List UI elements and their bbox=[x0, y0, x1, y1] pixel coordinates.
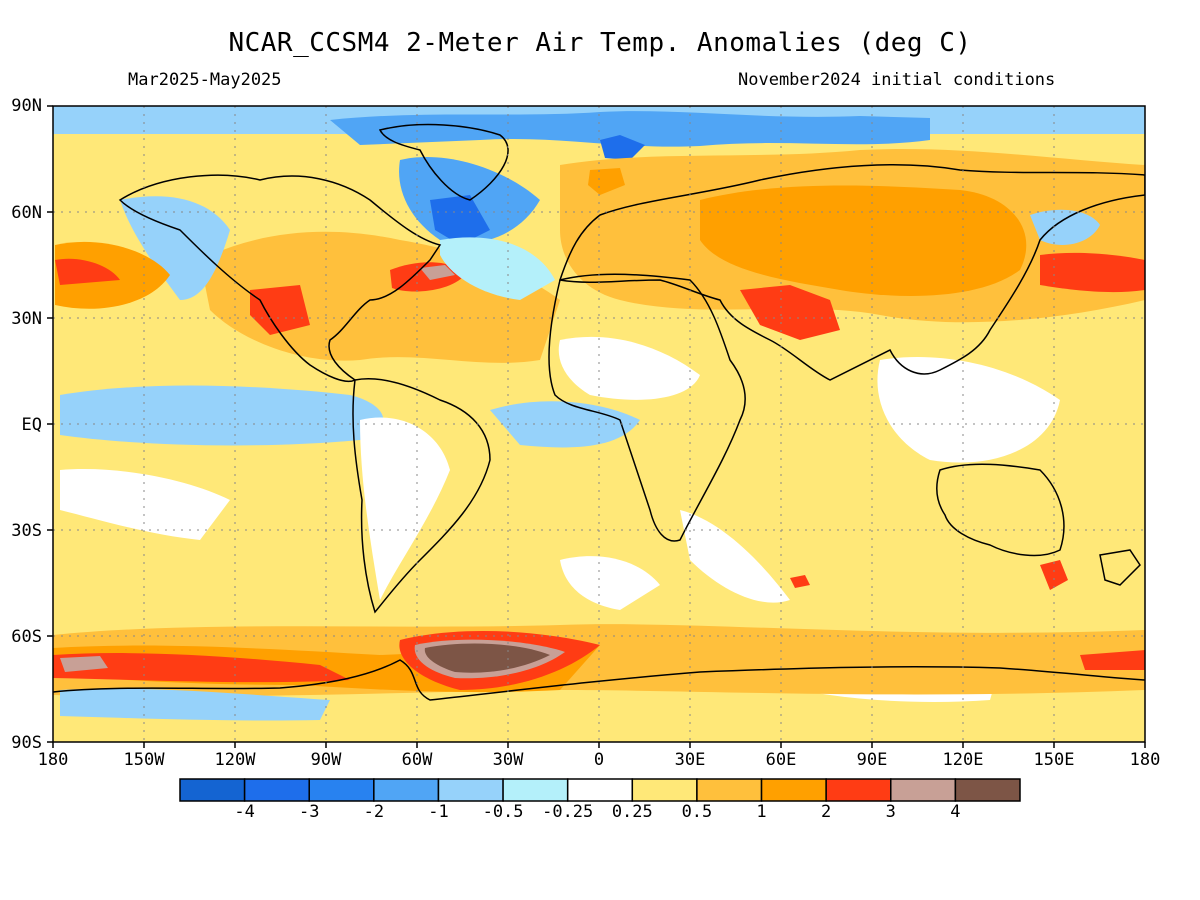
south-atlantic-neutral bbox=[560, 556, 660, 610]
amundsen-cool bbox=[60, 688, 330, 721]
lon-label-60w: 60W bbox=[401, 750, 433, 770]
lon-label-150w: 150W bbox=[123, 750, 165, 770]
colorbar-tick-label: 2 bbox=[821, 802, 832, 822]
central-asia-warm bbox=[700, 185, 1027, 296]
ross-sea-hot bbox=[53, 653, 350, 683]
south-america-coast bbox=[352, 377, 491, 614]
colorbar-swatch bbox=[890, 778, 957, 802]
grid-lines bbox=[53, 106, 1145, 742]
lat-label-eq: EQ bbox=[21, 415, 42, 435]
colorbar-swatch bbox=[502, 778, 569, 802]
south-indian-neutral bbox=[680, 510, 790, 603]
weddell-peak bbox=[424, 643, 550, 673]
initial-conditions: November2024 initial conditions bbox=[738, 70, 1056, 90]
colorbar-tick-label: -0.5 bbox=[482, 802, 524, 822]
lat-label-90s: 90S bbox=[11, 733, 42, 753]
lon-label-90w: 90W bbox=[310, 750, 342, 770]
lat-label-90n: 90N bbox=[11, 96, 42, 116]
colorbar-tick-label: 0.25 bbox=[611, 802, 653, 822]
mid-atlantic-cool bbox=[440, 237, 555, 300]
south-pacific-neutral bbox=[60, 469, 230, 540]
iceland-warm bbox=[588, 168, 625, 195]
colorbar-tick-label: -2 bbox=[363, 802, 385, 822]
colorbar-tick-label: -3 bbox=[298, 802, 320, 822]
antarctica-coast bbox=[53, 659, 1145, 701]
mexico-hot bbox=[250, 285, 310, 335]
north-pacific-hot bbox=[55, 258, 120, 285]
lon-label-90e: 90E bbox=[856, 750, 888, 770]
colorbar-tick-label: 1 bbox=[756, 802, 767, 822]
lon-label-0: 0 bbox=[593, 750, 605, 770]
eurasia-coast bbox=[559, 164, 1145, 381]
gulfstream-peak bbox=[420, 265, 455, 280]
labrador-core bbox=[430, 195, 490, 245]
lat-label-30n: 30N bbox=[11, 309, 42, 329]
valid-period: Mar2025-May2025 bbox=[128, 70, 282, 90]
okhotsk-cool bbox=[1030, 209, 1100, 245]
colorbar-tick-label: -0.25 bbox=[542, 802, 594, 822]
colorbar-swatch bbox=[631, 778, 698, 802]
tibet-hot bbox=[740, 285, 840, 340]
colorbar-tick-label: 4 bbox=[950, 802, 961, 822]
lon-label-120e: 120E bbox=[942, 750, 984, 770]
colorbar-tick-label: -1 bbox=[428, 802, 449, 822]
colorbar-tick-label: 0.5 bbox=[681, 802, 713, 822]
new-zealand-coast bbox=[1099, 549, 1141, 586]
colorbar-swatch bbox=[696, 778, 763, 802]
lon-label-60e: 60E bbox=[765, 750, 797, 770]
colorbar-swatch bbox=[373, 778, 440, 802]
coastlines bbox=[53, 123, 1145, 701]
south-america-neutral bbox=[360, 417, 450, 600]
colorbar-swatch bbox=[566, 778, 634, 802]
arctic-cold-core bbox=[330, 111, 930, 147]
lon-label-30w: 30W bbox=[492, 750, 524, 770]
barents-cold-spot bbox=[600, 135, 645, 160]
colorbar-swatch bbox=[825, 778, 892, 802]
colorbar-swatch bbox=[760, 778, 827, 802]
colorbar-swatch bbox=[308, 778, 375, 802]
map-title: NCAR_CCSM4 2-Meter Air Temp. Anomalies (… bbox=[228, 28, 972, 58]
north-america-coast bbox=[118, 174, 442, 382]
colorbar bbox=[179, 778, 1021, 802]
colorbar-tick-label: -4 bbox=[234, 802, 255, 822]
lon-label-180w: 180 bbox=[37, 750, 69, 770]
lon-label-30e: 30E bbox=[674, 750, 706, 770]
colorbar-swatch bbox=[954, 778, 1021, 802]
africa-coast bbox=[548, 273, 746, 542]
gulf-alaska-cool bbox=[120, 196, 230, 300]
lat-label-60s: 60S bbox=[11, 627, 42, 647]
lat-label-30s: 30S bbox=[11, 521, 42, 541]
east-pacific-cool bbox=[60, 385, 384, 446]
south-indian-hot bbox=[790, 575, 810, 588]
tasman-hot bbox=[1040, 560, 1068, 590]
colorbar-swatch bbox=[243, 778, 310, 802]
ross-peak bbox=[60, 656, 108, 672]
lon-label-180e: 180 bbox=[1129, 750, 1161, 770]
axis-ticks bbox=[47, 105, 1146, 748]
sahel-neutral bbox=[558, 336, 700, 400]
lon-label-120w: 120W bbox=[214, 750, 256, 770]
australia-coast bbox=[935, 463, 1065, 557]
lat-label-60n: 60N bbox=[11, 203, 42, 223]
east-antarctic-hot bbox=[1080, 650, 1145, 670]
maritime-continent-neutral bbox=[877, 356, 1060, 463]
colorbar-tick-label: 3 bbox=[885, 802, 896, 822]
greenland-coast bbox=[378, 123, 509, 201]
nw-pacific-hot bbox=[1040, 252, 1145, 293]
lon-label-150e: 150E bbox=[1033, 750, 1075, 770]
colorbar-swatch bbox=[437, 778, 504, 802]
colorbar-swatch bbox=[179, 778, 246, 802]
